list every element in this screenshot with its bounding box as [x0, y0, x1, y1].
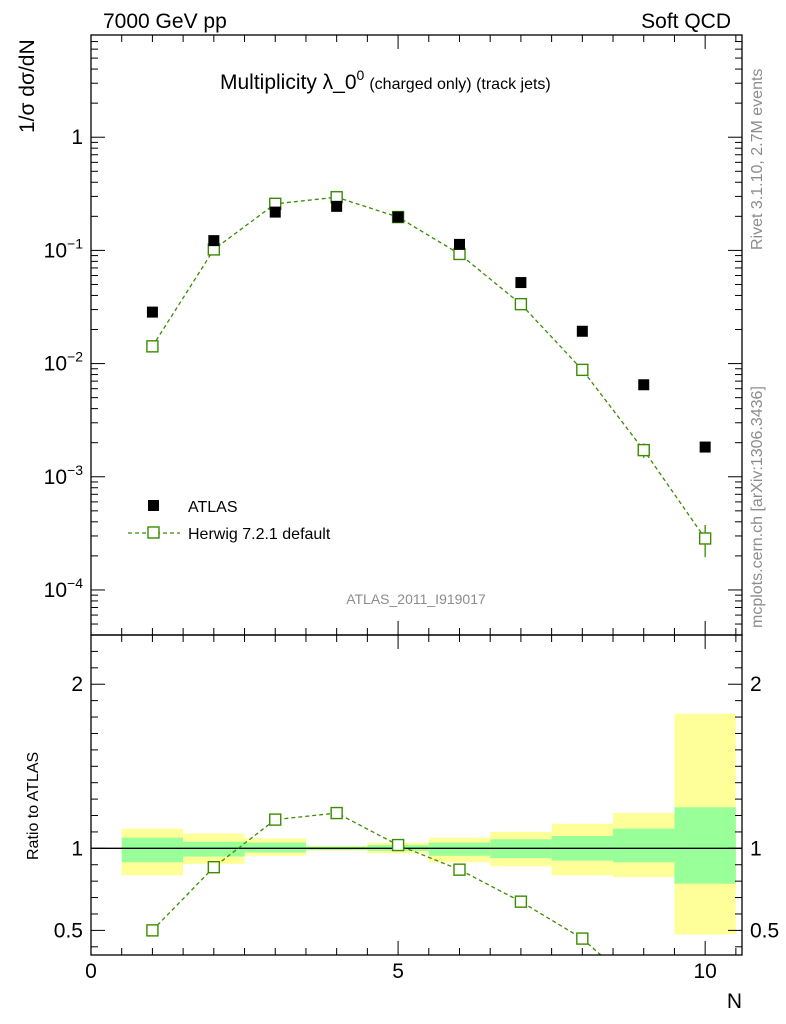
ratio-band-inner	[674, 807, 736, 884]
main-y-tick-label: 10−3	[44, 462, 84, 489]
mc-point	[453, 247, 466, 261]
ratio-band-inner	[613, 828, 675, 863]
ratio-y-tick-label: 1	[71, 837, 83, 860]
mc-point	[146, 340, 159, 353]
ratio-mc-point	[330, 806, 343, 820]
data-point	[638, 379, 650, 391]
main-x-ticks	[90, 35, 737, 635]
data-series	[146, 200, 711, 453]
ratio-mc-point	[514, 895, 528, 908]
data-point	[453, 238, 465, 250]
ratio-uncertainty-bands	[121, 713, 736, 935]
ratio-mc-point	[269, 813, 282, 826]
ratio-band-inner	[244, 842, 306, 853]
plot-title-main: Multiplicity λ_0	[220, 71, 357, 94]
plot-title-small: (charged only) (track jets)	[369, 76, 550, 93]
data-point	[392, 211, 404, 223]
data-point	[146, 306, 158, 318]
header-left: 7000 GeV pp	[103, 10, 227, 33]
ratio-mc-point	[453, 863, 466, 876]
mcplots-label: mcplots.cern.ch [arXiv:1306.3436]	[749, 386, 766, 628]
ratio-mc-point	[576, 932, 589, 945]
x-tick-label: 5	[392, 960, 404, 983]
main-y-tick-label: 10−2	[44, 349, 84, 376]
data-point	[208, 235, 220, 247]
mc-point	[514, 297, 528, 311]
ratio-y-tick-label-right: 0.5	[750, 919, 779, 942]
ratio-mc-point	[391, 838, 405, 852]
analysis-id: ATLAS_2011_I919017	[346, 591, 486, 607]
x-axis-label: N	[727, 990, 742, 1013]
header-right: Soft QCD	[641, 10, 731, 33]
ratio-band-inner	[121, 837, 184, 863]
ratio-y-tick-label-right: 1	[750, 837, 762, 860]
main-y-tick-label: 10−1	[44, 235, 84, 262]
mc-point	[637, 443, 650, 457]
data-point	[515, 277, 527, 289]
main-y-tick-label: 1	[71, 126, 83, 149]
main-frame	[90, 34, 743, 636]
ratio-ylabel: Ratio to ATLAS	[25, 752, 42, 860]
ratio-x-axis: 0 5 10	[85, 635, 737, 983]
legend-data-label: ATLAS	[188, 499, 238, 516]
data-point	[699, 441, 711, 453]
main-y-axis: 1 10−1 10−2 10−3 10−4	[44, 34, 742, 636]
ratio-mc-point	[207, 861, 221, 874]
legend: ATLAS Herwig 7.2.1 default	[128, 499, 331, 543]
ratio-y-tick-label-right: 2	[750, 673, 762, 696]
data-point	[331, 200, 343, 212]
x-tick-label: 0	[85, 960, 97, 983]
ratio-band-inner	[183, 841, 245, 857]
ratio-frame	[90, 634, 743, 956]
main-panel: 1 10−1 10−2 10−3 10−4 Multiplicity λ_00(char…	[16, 34, 743, 636]
data-point	[269, 206, 281, 218]
legend-mc-marker	[147, 526, 160, 539]
ratio-y-axis: 2 2 1 1 0.5 0.5	[54, 650, 779, 948]
main-y-tick-label: 10−4	[44, 575, 84, 602]
ratio-band-inner	[428, 842, 491, 856]
mc-point	[698, 532, 712, 545]
main-ylabel: 1/σ dσ/dN	[16, 39, 39, 133]
legend-data-marker	[148, 500, 159, 511]
x-tick-label: 10	[693, 960, 716, 983]
data-point	[576, 325, 588, 337]
ratio-y-tick-label: 0.5	[54, 919, 83, 942]
mc-point	[576, 363, 589, 377]
mc-line	[151, 196, 706, 539]
rivet-label: Rivet 3.1.10, 2.7M events	[749, 69, 766, 250]
plot-title-sup: 0	[357, 67, 365, 83]
ratio-mc-series	[146, 806, 602, 956]
ratio-mc-point	[146, 924, 159, 937]
plot-title: Multiplicity λ_00(charged only) (track j…	[220, 67, 551, 94]
ratio-panel: 2 2 1 1 0.5 0.5 0 5 10 Ratio to ATLAS N	[25, 634, 779, 1013]
legend-mc-label: Herwig 7.2.1 default	[188, 526, 331, 543]
ratio-y-tick-label: 2	[71, 673, 83, 696]
